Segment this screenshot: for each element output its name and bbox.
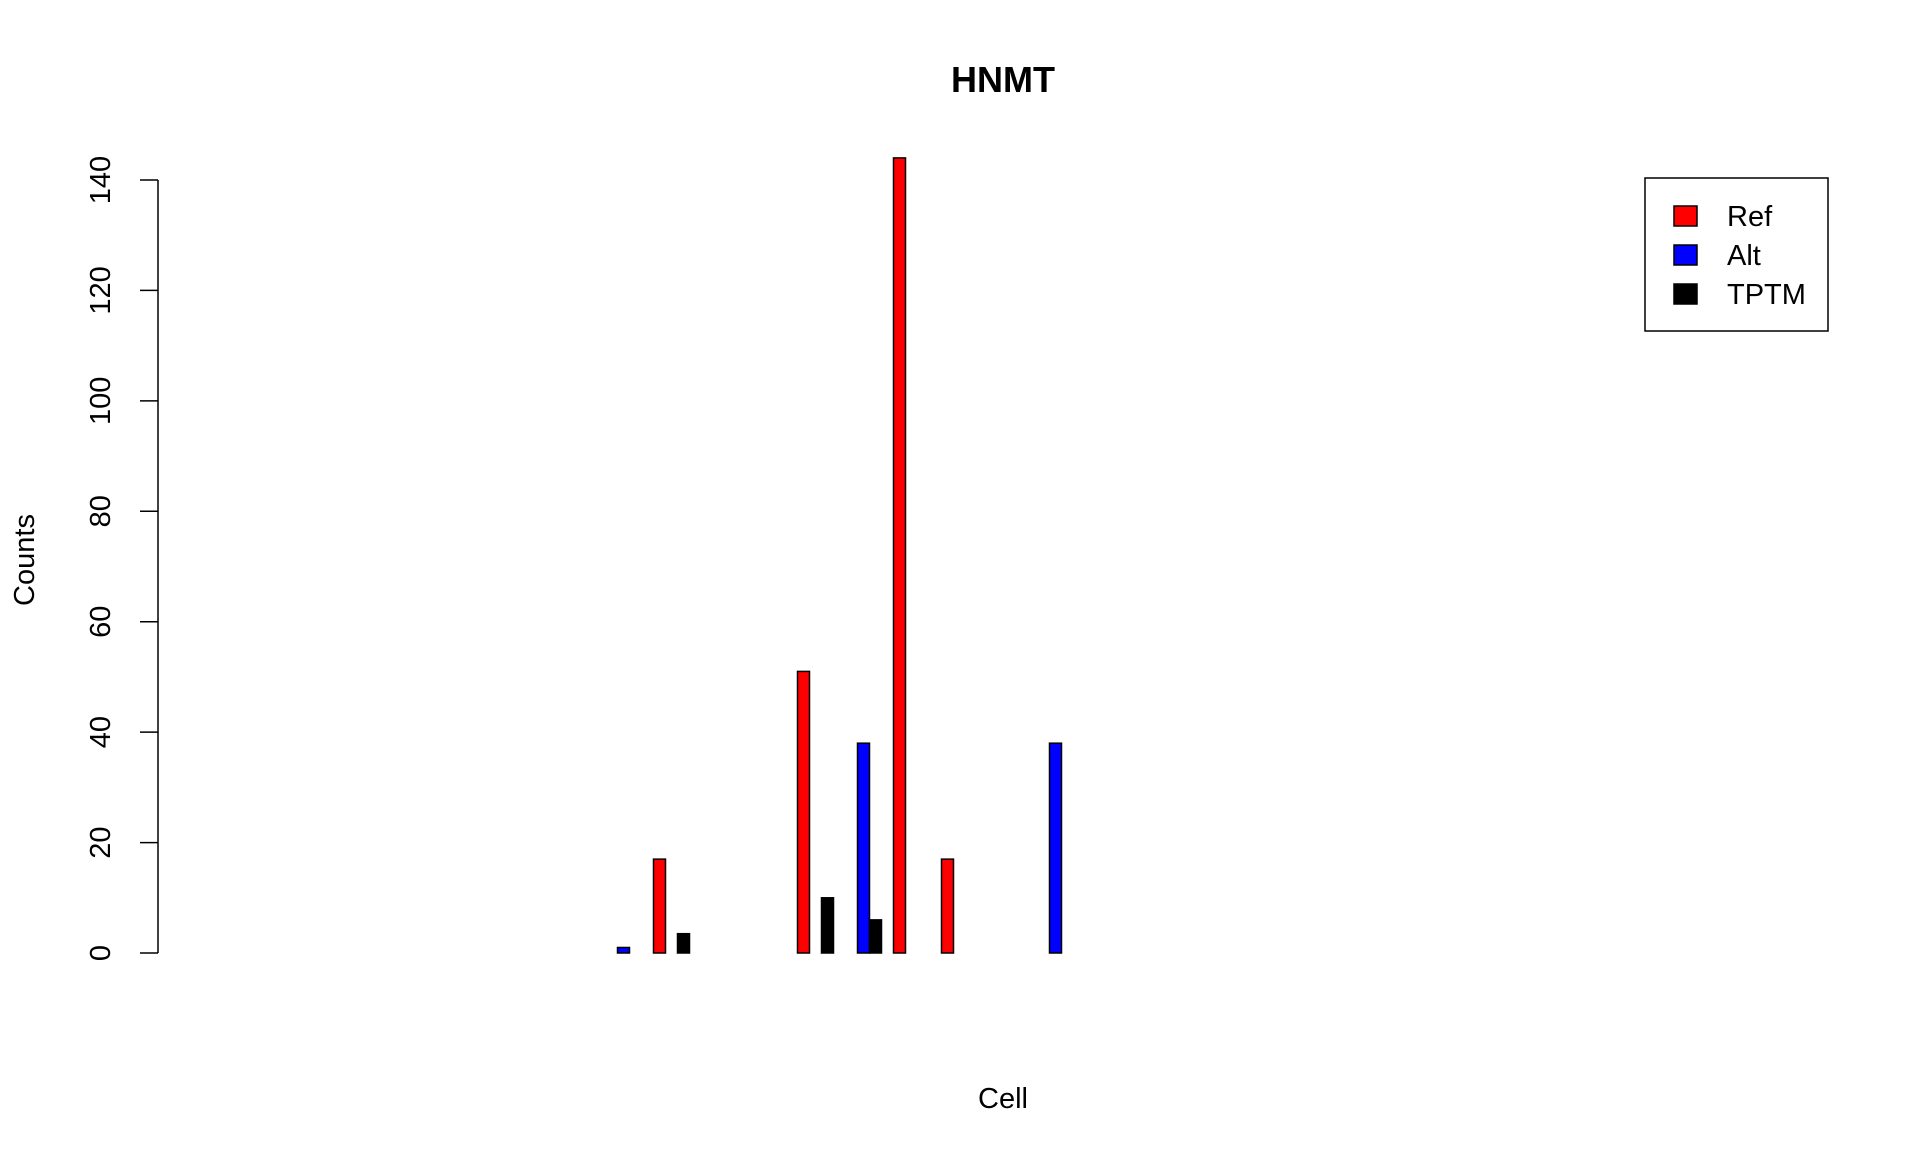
y-tick-label: 120 [85,266,117,314]
bar-group [856,742,883,954]
x-axis-label: Cell [978,1083,1028,1115]
bar-ref [892,157,907,954]
y-tick-label: 100 [85,377,117,425]
y-tick-label: 0 [85,945,117,961]
bar-alt [616,946,631,954]
y-tick-label: 40 [85,716,117,748]
legend-label: TPTM [1727,279,1806,311]
bar-group [1048,742,1063,954]
legend-item: Alt [1673,240,1761,272]
bar-ref [652,858,667,954]
legend-swatch [1673,283,1698,305]
bar-group [940,858,955,954]
y-tick-label: 80 [85,495,117,527]
legend-swatch [1673,205,1698,227]
bar-alt [1048,742,1063,954]
y-tick-label: 20 [85,826,117,858]
bar-group [616,946,631,954]
bar-ref [940,858,955,954]
bar-tptm [676,932,691,954]
legend: Ref Alt TPTM [1644,177,1829,332]
bar-tptm [868,919,883,954]
chart-title: HNMT [951,59,1055,100]
legend-item: TPTM [1673,279,1806,311]
bar-group [796,670,835,954]
y-tick-label: 140 [85,156,117,204]
bar-group [892,157,907,954]
bar-alt [856,742,871,954]
bar-ref [796,670,811,954]
bars [616,157,1063,954]
y-axis-label: Counts [9,514,41,606]
legend-item: Ref [1673,201,1773,233]
bar-tptm [820,897,835,954]
bar-group [652,858,691,954]
y-axis: 0 20 40 60 80 100 120 140 [85,156,159,961]
legend-swatch [1673,244,1698,266]
legend-label: Ref [1727,201,1773,233]
y-tick-label: 60 [85,606,117,638]
legend-label: Alt [1727,240,1761,272]
